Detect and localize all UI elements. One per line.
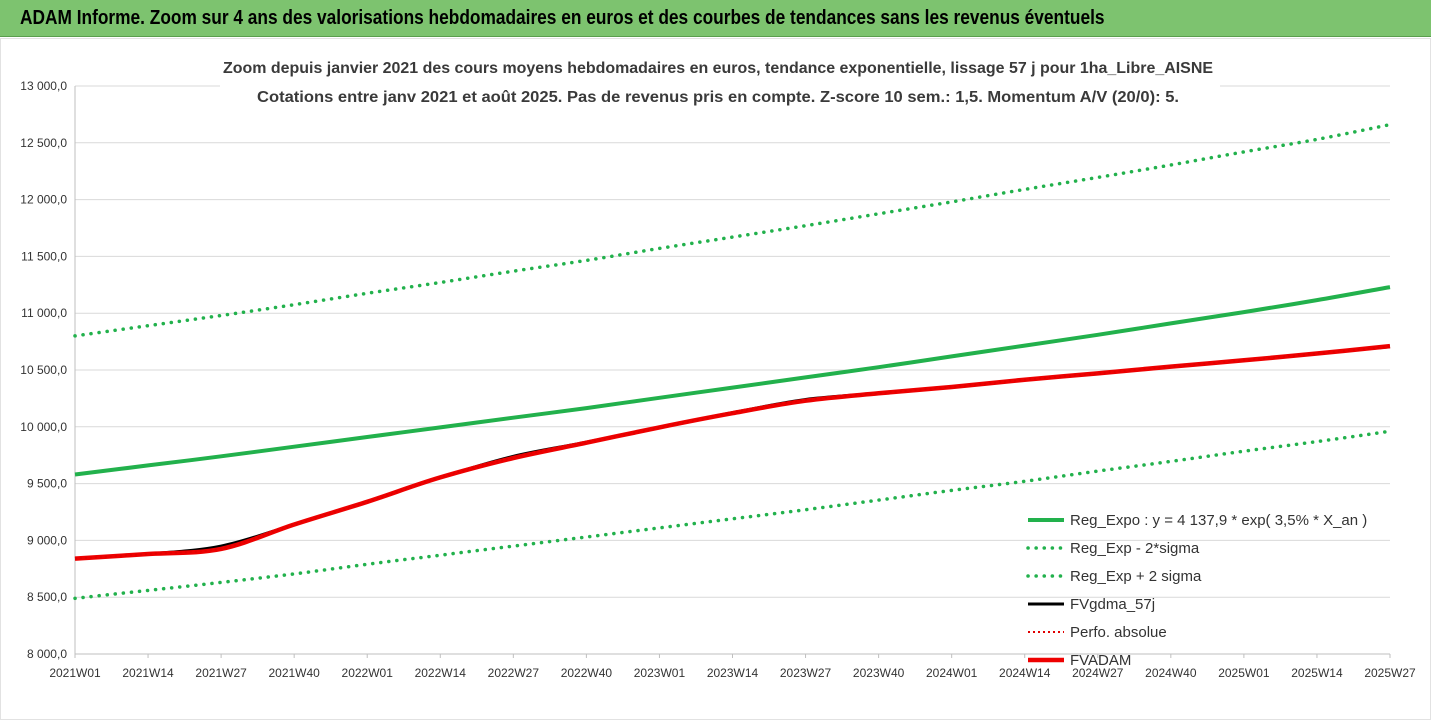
x-tick-label: 2023W01 <box>634 666 686 680</box>
y-tick-label: 12 500,0 <box>20 136 67 150</box>
legend-label: Perfo. absolue <box>1070 624 1167 641</box>
y-tick-label: 10 000,0 <box>20 420 67 434</box>
legend-label: Reg_Expo : y = 4 137,9 * exp( 3,5% * X_a… <box>1070 512 1367 529</box>
y-tick-label: 8 000,0 <box>27 647 67 661</box>
report-title: ADAM Informe. Zoom sur 4 ans des valoris… <box>20 7 1105 29</box>
trend-line <box>74 285 1391 477</box>
x-tick-label: 2023W40 <box>853 666 905 680</box>
legend-label: FVADAM <box>1070 652 1131 669</box>
y-tick-label: 11 500,0 <box>21 249 67 263</box>
chart-title-background <box>220 50 1220 112</box>
y-tick-label: 9 500,0 <box>27 477 67 491</box>
perfo-absolue-line <box>74 345 1391 560</box>
x-tick-label: 2021W40 <box>268 666 320 680</box>
x-tick-label: 2023W14 <box>707 666 759 680</box>
x-tick-label: 2024W40 <box>1145 666 1197 680</box>
chart-area: 8 000,0 8 500,0 9 000,0 9 500,0 10 000,0 10 5… <box>0 38 1431 720</box>
x-tick-label: 2022W27 <box>488 666 540 680</box>
y-tick-label: 8 500,0 <box>27 590 67 604</box>
legend-label: Reg_Exp - 2*sigma <box>1070 540 1200 557</box>
report-header: ADAM Informe. Zoom sur 4 ans des valoris… <box>0 0 1431 37</box>
chart-subtitle: Cotations entre janv 2021 et août 2025. … <box>257 89 1179 106</box>
x-tick-label: 2022W14 <box>415 666 467 680</box>
line-chart: 8 000,0 8 500,0 9 000,0 9 500,0 10 000,0 10 5… <box>0 38 1431 720</box>
y-tick-label: 9 000,0 <box>27 533 67 547</box>
upper-band-line <box>73 122 1392 338</box>
x-tick-label: 2022W40 <box>561 666 613 680</box>
x-tick-label: 2023W27 <box>780 666 832 680</box>
x-tick-label: 2022W01 <box>342 666 394 680</box>
legend-label: FVgdma_57j <box>1070 596 1155 613</box>
chart-title: Zoom depuis janvier 2021 des cours moyen… <box>223 60 1213 77</box>
legend-label: Reg_Exp + 2 sigma <box>1070 568 1202 585</box>
y-tick-label: 13 000,0 <box>20 79 67 93</box>
plot-border <box>0 38 1431 720</box>
y-tick-label: 12 000,0 <box>20 193 67 207</box>
y-tick-label: 10 500,0 <box>20 363 67 377</box>
x-tick-label: 2024W14 <box>999 666 1051 680</box>
x-tick-label: 2025W14 <box>1291 666 1343 680</box>
x-tick-label: 2021W27 <box>195 666 247 680</box>
x-tick-label: 2025W01 <box>1218 666 1270 680</box>
x-tick-label: 2021W14 <box>122 666 174 680</box>
x-tick-label: 2021W01 <box>49 666 101 680</box>
x-tick-label: 2024W27 <box>1072 666 1124 680</box>
y-tick-label: 11 000,0 <box>21 306 67 320</box>
x-tick-label: 2025W27 <box>1364 666 1416 680</box>
x-tick-label: 2024W01 <box>926 666 978 680</box>
